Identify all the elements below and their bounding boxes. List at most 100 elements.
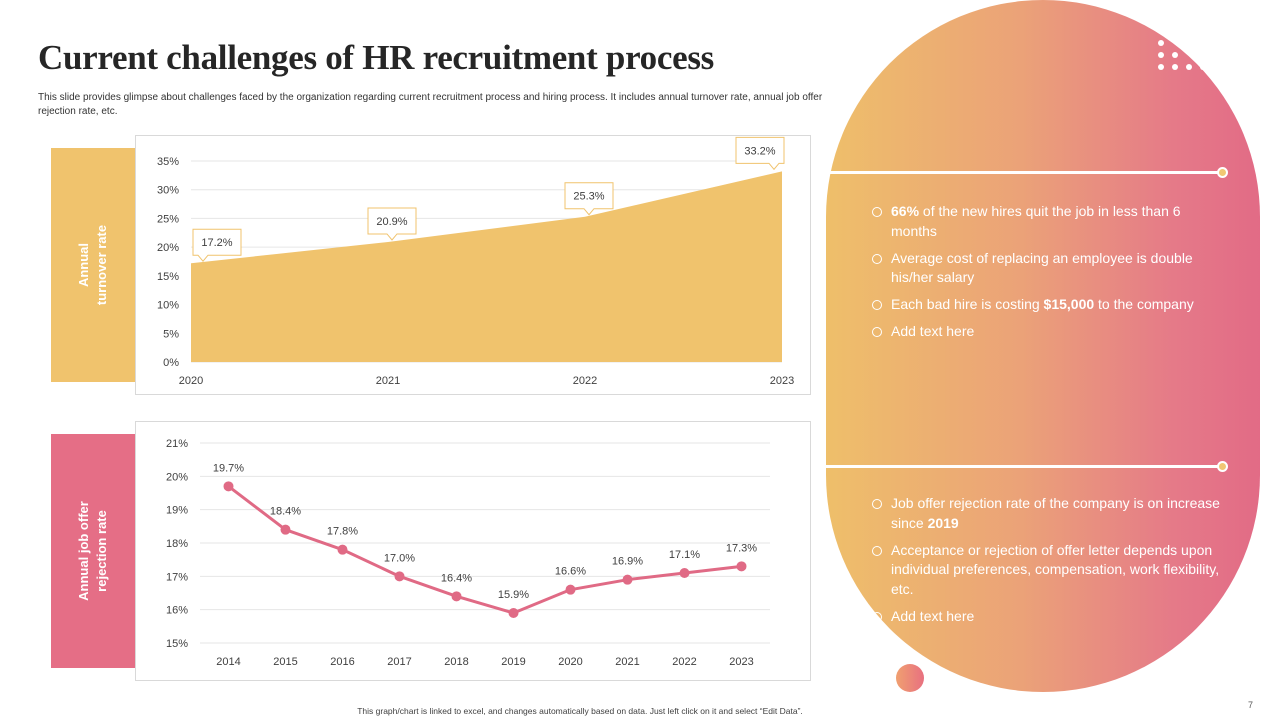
turnover-data-label: 25.3% <box>564 182 614 216</box>
turnover-area-chart[interactable]: 0% 5% 10% 15% 20% 25% 30% 35% 2020 2021 2022 2023 17… <box>135 135 811 395</box>
rejection-data-label: 16.4% <box>441 572 472 584</box>
rejection-y-tick: 20% <box>166 471 188 483</box>
rejection-data-point <box>223 481 234 492</box>
rejection-bullet-1: Job offer rejection rate of the company … <box>872 494 1222 533</box>
rejection-x-tick: 2020 <box>558 656 582 668</box>
connector-line-bottom <box>812 465 1222 468</box>
turnover-data-value: 33.2% <box>744 145 775 157</box>
turnover-bullet-text: Each bad hire is costing <box>891 296 1044 312</box>
rejection-y-tick: 16% <box>166 605 188 617</box>
turnover-data-value: 20.9% <box>376 216 407 228</box>
page-title: Current challenges of HR recruitment pro… <box>38 38 714 77</box>
rejection-data-label: 17.0% <box>384 552 415 564</box>
turnover-x-tick: 2023 <box>770 375 794 387</box>
rejection-data-label: 18.4% <box>270 506 301 518</box>
rejection-data-point <box>508 608 519 618</box>
turnover-data-label: 20.9% <box>367 207 417 241</box>
turnover-callout <box>564 182 614 216</box>
turnover-y-tick: 20% <box>157 242 179 254</box>
rejection-data-label: 17.3% <box>726 542 757 554</box>
turnover-x-tick: 2020 <box>179 375 203 387</box>
turnover-callout <box>367 207 417 241</box>
turnover-bullet-3: Each bad hire is costing $15,000 to the … <box>872 295 1222 315</box>
rejection-x-tick: 2019 <box>501 656 525 668</box>
turnover-callout <box>192 228 242 263</box>
rejection-insights-list: Job offer rejection rate of the company … <box>872 494 1222 634</box>
connector-dot-bottom <box>1217 461 1228 472</box>
rejection-line-chart[interactable]: 15% 16% 17% 18% 19% 20% 21% 19.7% 2014 18.4% 2015 1… <box>135 421 811 681</box>
turnover-rate-label-text: Annual turnover rate <box>75 224 109 306</box>
turnover-bullet-bold: 66% <box>891 203 920 219</box>
turnover-x-tick: 2022 <box>573 375 597 387</box>
rejection-y-tick: 17% <box>166 571 188 583</box>
turnover-bullet-after: to the company <box>1094 296 1194 312</box>
turnover-y-tick: 25% <box>157 213 179 225</box>
rejection-x-tick: 2016 <box>330 656 354 668</box>
turnover-bullet-text: Average cost of replacing an employee is… <box>891 249 1193 286</box>
turnover-y-tick: 15% <box>157 271 179 283</box>
rejection-chart-svg: 15% 16% 17% 18% 19% 20% 21% 19.7% 2014 18.4% 2015 1… <box>166 438 770 668</box>
decorative-gradient-shape <box>826 0 1260 692</box>
turnover-area <box>191 171 782 362</box>
rejection-bullet-bold: 2019 <box>927 514 959 531</box>
rejection-y-tick: 19% <box>166 505 188 517</box>
connector-line-top <box>812 171 1222 174</box>
rejection-x-tick: 2017 <box>387 656 411 668</box>
rejection-data-point <box>451 591 462 602</box>
page-subtitle: This slide provides glimpse about challe… <box>38 92 823 117</box>
rejection-data-point <box>565 584 576 595</box>
rejection-x-tick: 2015 <box>273 656 297 668</box>
decorative-circle <box>896 664 924 692</box>
turnover-x-tick: 2021 <box>376 375 400 387</box>
rejection-data-label: 17.1% <box>669 549 700 561</box>
decorative-dots <box>1158 40 1218 74</box>
rejection-series-line <box>227 485 742 615</box>
turnover-y-tick: 35% <box>157 156 179 168</box>
rejection-rate-label-text: Annual job offer rejection rate <box>76 501 110 601</box>
rejection-x-tick: 2021 <box>615 656 639 668</box>
turnover-y-tick: 30% <box>157 185 179 197</box>
rejection-data-label: 19.7% <box>213 462 244 474</box>
rejection-data-point <box>736 561 747 572</box>
rejection-bullet-text: Add text here <box>891 607 975 624</box>
rejection-rate-label: Annual job offer rejection rate <box>51 434 135 668</box>
rejection-x-tick: 2023 <box>729 656 753 668</box>
turnover-data-value: 17.2% <box>201 237 232 249</box>
rejection-data-point <box>394 571 405 582</box>
turnover-data-value: 25.3% <box>573 191 604 203</box>
turnover-chart-svg: 0% 5% 10% 15% 20% 25% 30% 35% 2020 2021 2022 2023 17… <box>157 136 794 387</box>
rejection-data-point <box>280 524 291 535</box>
turnover-bullet-2: Average cost of replacing an employee is… <box>872 249 1222 288</box>
rejection-bullet-3: Add text here <box>872 607 1222 627</box>
turnover-insights-list: 66% of the new hires quit the job in les… <box>872 202 1222 349</box>
turnover-callout <box>735 136 785 171</box>
rejection-y-tick: 18% <box>166 538 188 550</box>
turnover-bullet-text: Add text here <box>891 323 975 339</box>
rejection-y-tick: 15% <box>166 638 188 650</box>
rejection-data-label: 15.9% <box>498 589 529 601</box>
rejection-x-tick: 2014 <box>216 656 240 668</box>
rejection-data-point <box>679 568 690 578</box>
page-number: 7 <box>1248 700 1254 710</box>
turnover-y-tick: 10% <box>157 300 179 312</box>
turnover-bullet-1: 66% of the new hires quit the job in les… <box>872 202 1222 241</box>
rejection-data-point <box>337 544 348 555</box>
rejection-data-point <box>622 574 633 585</box>
turnover-rate-label: Annual turnover rate <box>51 148 135 382</box>
turnover-data-label: 17.2% <box>192 228 242 263</box>
rejection-y-tick: 21% <box>166 438 188 450</box>
rejection-data-label: 16.6% <box>555 566 586 578</box>
turnover-bullet-4: Add text here <box>872 322 1222 342</box>
turnover-bullet-bold: $15,000 <box>1043 296 1095 312</box>
connector-dot-top <box>1217 167 1228 178</box>
rejection-bullet-text: Acceptance or rejection of offer letter … <box>891 541 1220 597</box>
turnover-y-tick: 0% <box>163 357 179 369</box>
rejection-bullet-2: Acceptance or rejection of offer letter … <box>872 541 1222 600</box>
rejection-x-tick: 2018 <box>444 656 468 668</box>
rejection-bullet-text: Job offer rejection rate of the company … <box>891 495 1220 531</box>
turnover-y-tick: 5% <box>163 328 179 340</box>
footer-note: This graph/chart is linked to excel, and… <box>357 706 803 716</box>
rejection-x-tick: 2022 <box>672 656 696 668</box>
turnover-data-label: 33.2% <box>735 136 785 171</box>
turnover-bullet-text: of the new hires quit the job in less th… <box>891 203 1181 239</box>
